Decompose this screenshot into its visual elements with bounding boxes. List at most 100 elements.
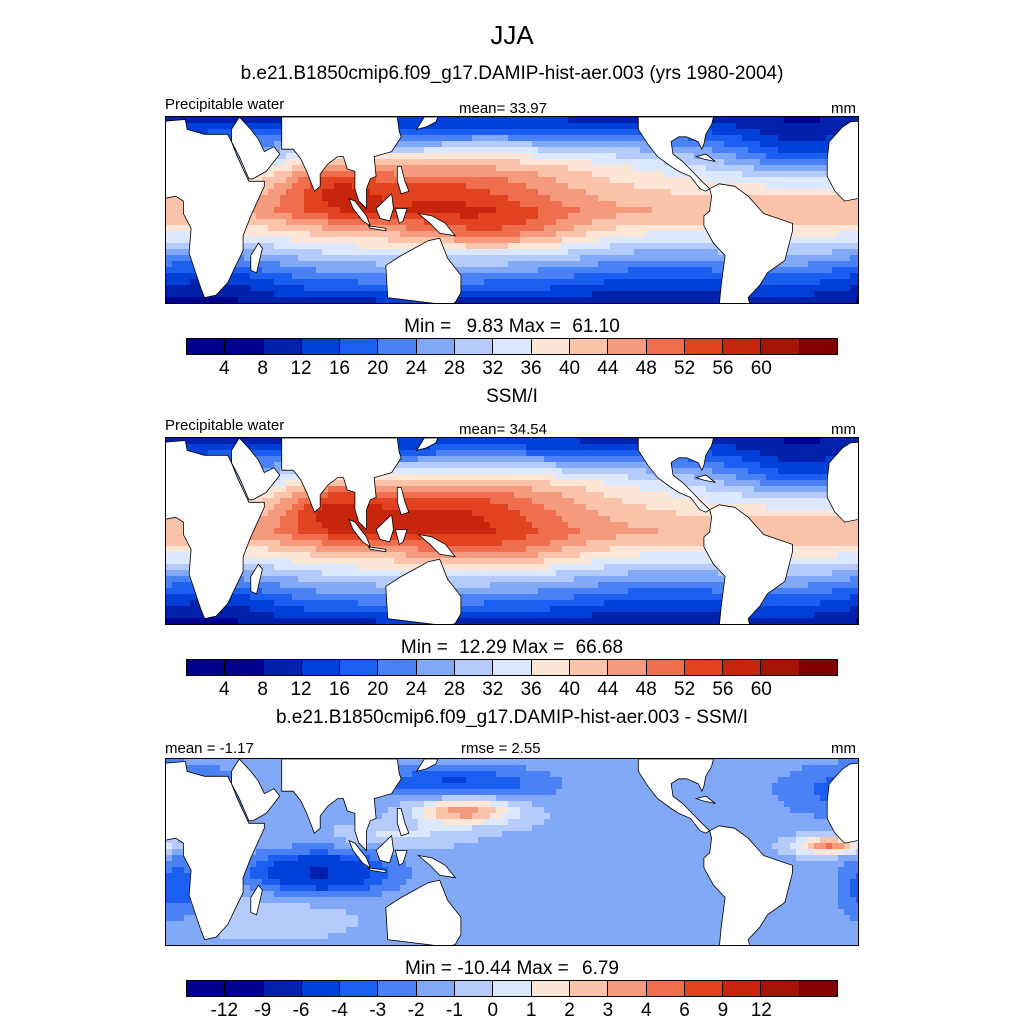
field-cell bbox=[712, 297, 719, 303]
field-cell bbox=[472, 450, 479, 457]
field-cell bbox=[466, 213, 473, 220]
field-cell bbox=[796, 285, 803, 292]
field-cell bbox=[700, 213, 707, 220]
field-cell bbox=[496, 492, 503, 499]
field-cell bbox=[436, 201, 443, 208]
field-cell bbox=[328, 183, 335, 190]
field-cell bbox=[688, 468, 695, 475]
field-cell bbox=[700, 261, 707, 268]
field-cell bbox=[832, 261, 839, 268]
field-cell bbox=[820, 468, 827, 475]
field-cell bbox=[856, 438, 858, 445]
field-cell bbox=[814, 285, 821, 292]
field-cell bbox=[676, 267, 683, 274]
field-cell bbox=[802, 492, 809, 499]
field-cell bbox=[406, 456, 413, 463]
field-cell bbox=[550, 456, 557, 463]
field-cell bbox=[430, 474, 437, 481]
field-cell bbox=[730, 123, 737, 130]
field-cell bbox=[604, 486, 611, 493]
field-cell bbox=[466, 183, 473, 190]
field-cell bbox=[784, 201, 791, 208]
field-cell bbox=[274, 480, 281, 487]
field-cell bbox=[538, 165, 545, 172]
field-cell bbox=[724, 474, 731, 481]
field-cell bbox=[772, 141, 779, 148]
field-cell bbox=[562, 279, 569, 286]
field-cell bbox=[568, 201, 575, 208]
field-cell bbox=[628, 450, 635, 457]
field-cell bbox=[382, 279, 389, 286]
field-cell bbox=[370, 279, 377, 286]
field-cell bbox=[322, 492, 329, 499]
field-cell bbox=[166, 261, 173, 268]
field-cell bbox=[706, 153, 713, 160]
field-cell bbox=[304, 231, 311, 238]
field-cell bbox=[778, 171, 785, 178]
field-cell bbox=[538, 207, 545, 214]
field-cell bbox=[562, 195, 569, 202]
field-cell bbox=[502, 237, 509, 244]
field-cell bbox=[322, 249, 329, 256]
field-cell bbox=[388, 243, 395, 250]
field-cell bbox=[496, 141, 503, 148]
field-cell bbox=[802, 273, 809, 280]
field-cell bbox=[430, 177, 437, 184]
field-cell bbox=[592, 450, 599, 457]
field-cell bbox=[400, 462, 407, 469]
field-cell bbox=[442, 492, 449, 499]
field-cell bbox=[574, 147, 581, 154]
field-cell bbox=[826, 225, 833, 232]
field-cell bbox=[472, 225, 479, 232]
field-cell bbox=[400, 147, 407, 154]
field-cell bbox=[298, 498, 305, 505]
field-cell bbox=[196, 285, 203, 292]
field-cell bbox=[202, 303, 209, 304]
field-cell bbox=[616, 492, 623, 499]
field-cell bbox=[448, 147, 455, 154]
field-cell bbox=[556, 474, 563, 481]
field-cell bbox=[820, 159, 827, 166]
field-cell bbox=[820, 480, 827, 487]
field-cell bbox=[508, 141, 515, 148]
field-cell bbox=[736, 303, 743, 304]
field-cell bbox=[514, 474, 521, 481]
field-cell bbox=[550, 177, 557, 184]
field-cell bbox=[328, 285, 335, 292]
field-cell bbox=[814, 243, 821, 250]
field-cell bbox=[256, 273, 263, 280]
field-cell bbox=[328, 297, 335, 303]
field-cell bbox=[556, 462, 563, 469]
field-cell bbox=[634, 450, 641, 457]
field-cell bbox=[640, 474, 647, 481]
field-cell bbox=[646, 213, 653, 220]
field-cell bbox=[292, 243, 299, 250]
field-cell bbox=[820, 267, 827, 274]
field-cell bbox=[340, 171, 347, 178]
field-cell bbox=[712, 279, 719, 286]
field-cell bbox=[658, 183, 665, 190]
field-cell bbox=[634, 219, 641, 226]
field-cell bbox=[856, 201, 858, 208]
field-cell bbox=[424, 165, 431, 172]
field-cell bbox=[550, 249, 557, 256]
field-cell bbox=[586, 201, 593, 208]
field-cell bbox=[778, 480, 785, 487]
field-cell bbox=[508, 438, 515, 445]
field-cell bbox=[226, 291, 233, 298]
field-cell bbox=[184, 231, 191, 238]
field-cell bbox=[376, 486, 383, 493]
field-cell bbox=[250, 177, 257, 184]
field-cell bbox=[520, 486, 527, 493]
field-cell bbox=[328, 243, 335, 250]
field-cell bbox=[334, 183, 341, 190]
field-cell bbox=[598, 195, 605, 202]
field-cell bbox=[430, 147, 437, 154]
field-cell bbox=[760, 480, 767, 487]
field-cell bbox=[466, 456, 473, 463]
field-cell bbox=[214, 297, 221, 303]
field-cell bbox=[256, 117, 263, 124]
field-cell bbox=[568, 243, 575, 250]
field-cell bbox=[262, 450, 269, 457]
field-cell bbox=[472, 273, 479, 280]
